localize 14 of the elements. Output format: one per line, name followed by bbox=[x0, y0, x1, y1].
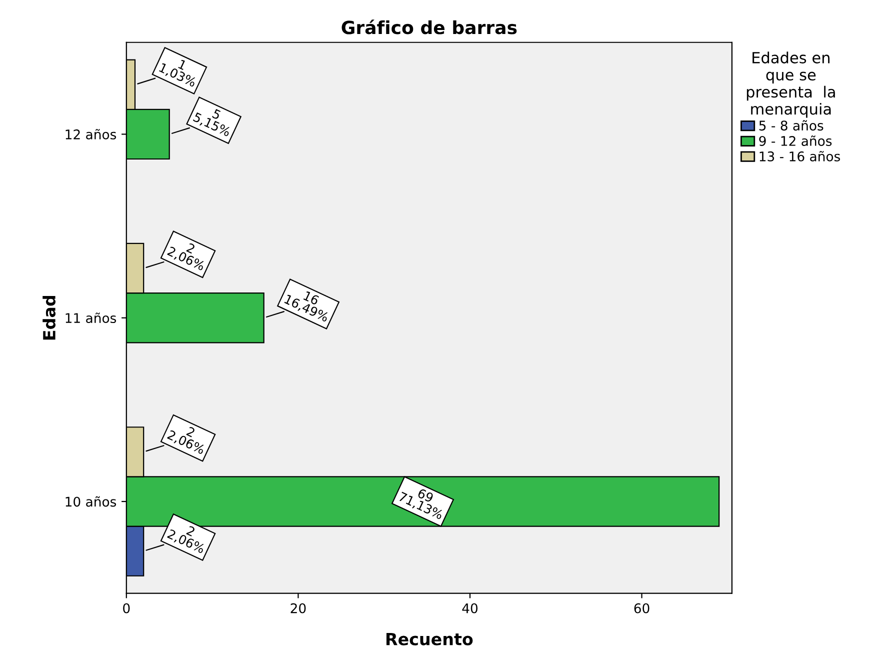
x-tick-label: 0 bbox=[123, 603, 130, 614]
legend-label: 13 - 16 años bbox=[760, 150, 840, 162]
x-tick-label: 60 bbox=[634, 603, 650, 614]
legend-title: Edades en que se presenta la menarquia bbox=[746, 52, 835, 118]
legend-label: 5 - 8 años bbox=[759, 120, 824, 131]
x-tick-label: 40 bbox=[462, 603, 478, 614]
y-axis-title: Edad bbox=[42, 296, 56, 340]
chart-title: Gráfico de barras bbox=[342, 20, 517, 34]
legend-label: 9 - 12 años bbox=[759, 136, 832, 146]
y-tick-label: 10 años bbox=[66, 496, 116, 507]
x-axis-title: Recuento bbox=[386, 632, 473, 646]
y-tick-label: 11 años bbox=[66, 312, 116, 324]
x-tick-label: 20 bbox=[290, 603, 306, 614]
y-tick-label: 12 años bbox=[66, 128, 116, 140]
